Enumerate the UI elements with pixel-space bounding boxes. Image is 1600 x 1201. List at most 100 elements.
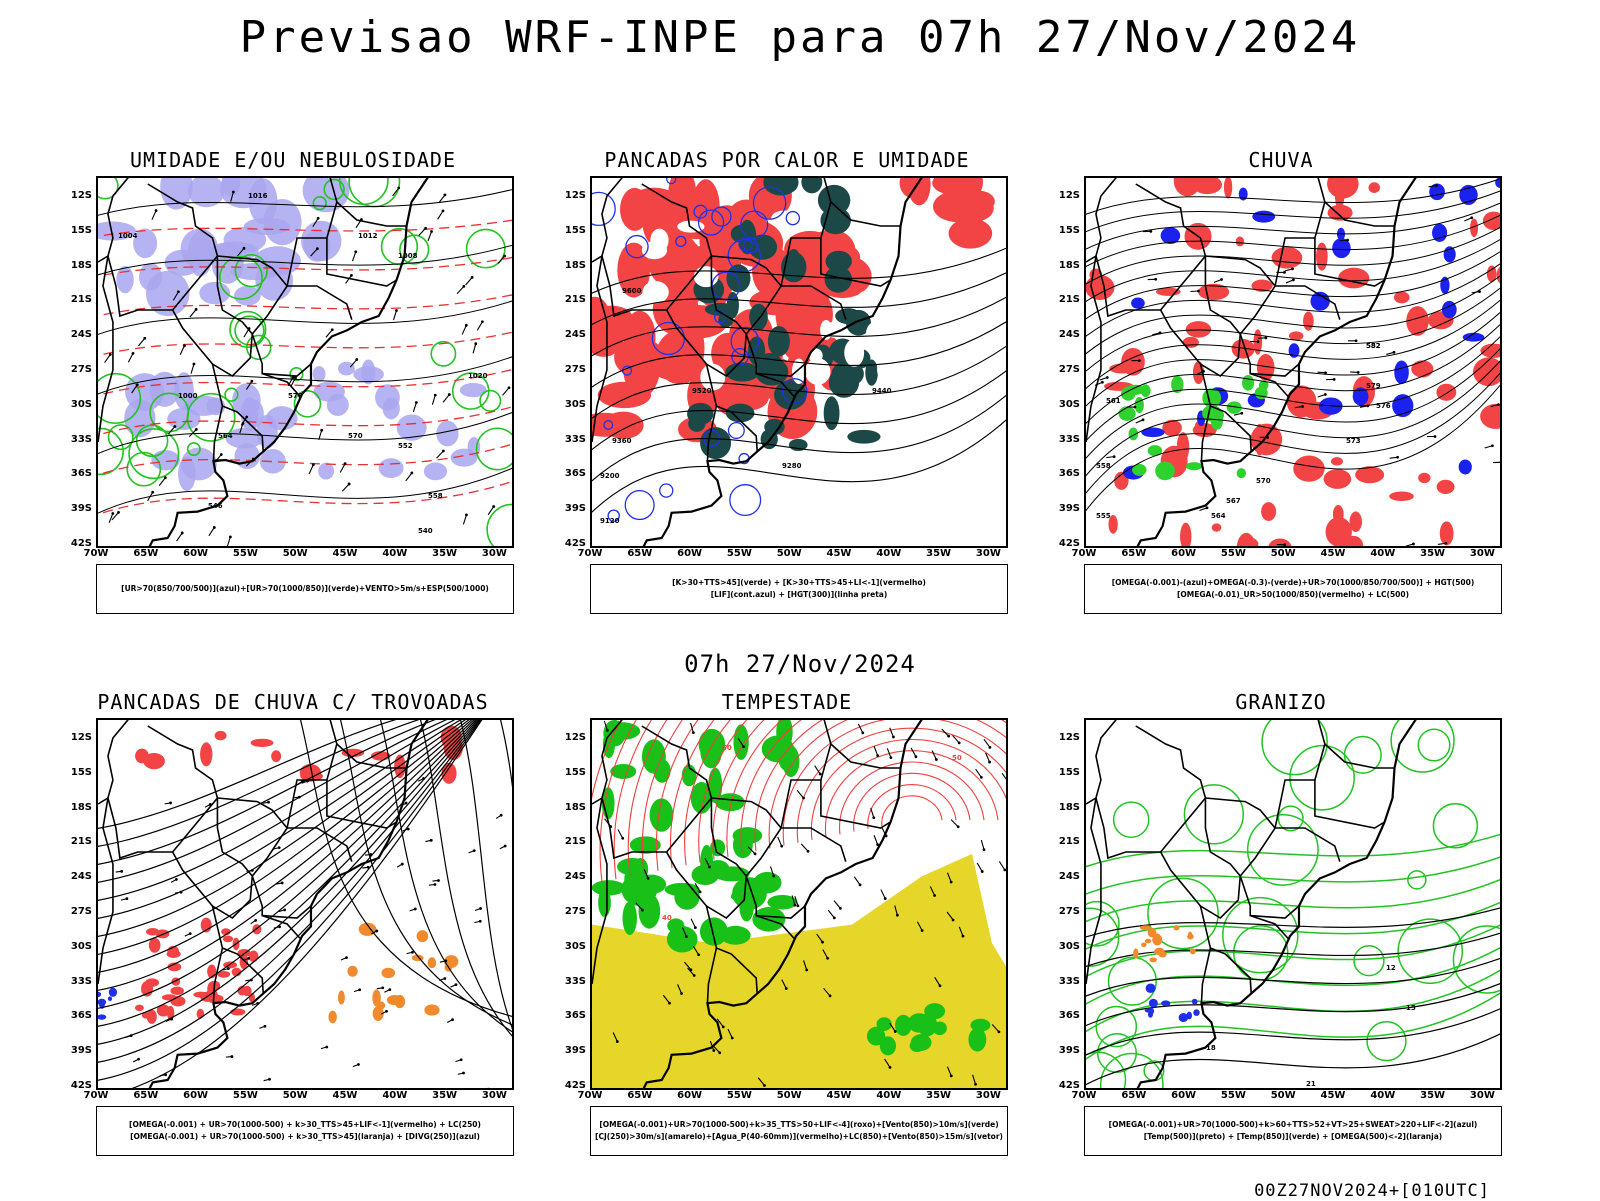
lon-tick-label: 35W bbox=[427, 548, 463, 559]
lat-tick-label: 18S bbox=[58, 260, 92, 271]
lon-tick-label: 45W bbox=[821, 1090, 857, 1101]
lon-tick-label: 65W bbox=[622, 1090, 658, 1101]
contour-label: 570 bbox=[348, 432, 363, 440]
panel-title: TEMPESTADE bbox=[552, 690, 1022, 714]
lat-tick-label: 12S bbox=[552, 190, 586, 201]
contour-label: 9200 bbox=[600, 472, 620, 480]
legend-line: [OMEGA(-0.001)-(azul)+OMEGA(-0.3)-(verde… bbox=[1112, 577, 1475, 589]
lon-tick-label: 55W bbox=[1215, 1090, 1251, 1101]
lat-tick-label: 21S bbox=[552, 836, 586, 847]
lon-tick-label: 40W bbox=[377, 1090, 413, 1101]
lat-tick-label: 15S bbox=[552, 767, 586, 778]
lon-tick-label: 60W bbox=[1166, 1090, 1202, 1101]
lon-tick-label: 50W bbox=[277, 548, 313, 559]
contour-label: 9600 bbox=[622, 287, 642, 295]
legend-line: [CJ(250)>30m/s](amarelo)+[Agua_P(40-60mm… bbox=[595, 1131, 1003, 1143]
lat-tick-label: 15S bbox=[58, 767, 92, 778]
lat-tick-label: 39S bbox=[552, 503, 586, 514]
lat-tick-label: 36S bbox=[58, 1010, 92, 1021]
lat-tick-label: 27S bbox=[552, 906, 586, 917]
lon-tick-label: 45W bbox=[327, 1090, 363, 1101]
lat-tick-label: 30S bbox=[1046, 399, 1080, 410]
contour-label: 573 bbox=[1346, 437, 1361, 445]
lon-tick-label: 45W bbox=[821, 548, 857, 559]
lat-tick-label: 21S bbox=[1046, 294, 1080, 305]
lon-tick-label: 30W bbox=[476, 1090, 512, 1101]
lat-tick-label: 24S bbox=[58, 329, 92, 340]
contour-label: 579 bbox=[1366, 382, 1381, 390]
lat-tick-label: 30S bbox=[552, 941, 586, 952]
lat-tick-label: 30S bbox=[58, 941, 92, 952]
contour-label: 21 bbox=[1306, 1080, 1316, 1088]
lon-tick-label: 60W bbox=[672, 548, 708, 559]
country-borders bbox=[98, 720, 447, 1090]
lon-tick-label: 55W bbox=[227, 1090, 263, 1101]
lat-tick-label: 33S bbox=[58, 434, 92, 445]
legend-box: [UR>70(850/700/500)](azul)+[UR>70(1000/8… bbox=[96, 564, 514, 614]
lat-tick-label: 18S bbox=[552, 802, 586, 813]
lon-tick-label: 60W bbox=[178, 1090, 214, 1101]
legend-line: [OMEGA(-0.001) + UR>70(1000-500) + k>30_… bbox=[129, 1119, 481, 1131]
lon-tick-label: 30W bbox=[1464, 1090, 1500, 1101]
panel-title: CHUVA bbox=[1046, 148, 1516, 172]
lon-tick-label: 65W bbox=[1116, 1090, 1152, 1101]
lat-tick-label: 33S bbox=[1046, 434, 1080, 445]
lat-tick-label: 27S bbox=[552, 364, 586, 375]
legend-box: [OMEGA(-0.001)+UR>70(1000-500)+k>60+TTS>… bbox=[1084, 1106, 1502, 1156]
valid-time-subtitle: 07h 27/Nov/2024 bbox=[0, 650, 1600, 678]
omega-green bbox=[1118, 375, 1268, 480]
contour-label: 1000 bbox=[178, 392, 198, 400]
lat-tick-label: 36S bbox=[1046, 1010, 1080, 1021]
contour-label: 1004 bbox=[118, 232, 138, 240]
legend-line: [UR>70(850/700/500)](azul)+[UR>70(1000/8… bbox=[121, 583, 489, 595]
lon-tick-label: 40W bbox=[1365, 1090, 1401, 1101]
contour-label: 9440 bbox=[872, 387, 892, 395]
panel-title: GRANIZO bbox=[1046, 690, 1516, 714]
panel-title: UMIDADE E/OU NEBULOSIDADE bbox=[58, 148, 528, 172]
contour-label: 552 bbox=[398, 442, 413, 450]
lat-tick-label: 24S bbox=[1046, 329, 1080, 340]
lon-tick-label: 65W bbox=[128, 548, 164, 559]
lat-tick-label: 18S bbox=[552, 260, 586, 271]
map-frame bbox=[96, 718, 514, 1090]
legend-line: [K>30+TTS>45](verde) + [K>30+TTS>45+LI<-… bbox=[672, 577, 926, 589]
lat-tick-label: 24S bbox=[58, 871, 92, 882]
contour-label: 558 bbox=[1096, 462, 1111, 470]
contour-label: 564 bbox=[218, 432, 233, 440]
contour-label: 1016 bbox=[248, 192, 268, 200]
lon-tick-label: 50W bbox=[1265, 548, 1301, 559]
lat-tick-label: 36S bbox=[552, 468, 586, 479]
lat-tick-label: 15S bbox=[552, 225, 586, 236]
wind850-green bbox=[592, 720, 799, 952]
panel-title: PANCADAS DE CHUVA C/ TROVOADAS bbox=[58, 690, 528, 714]
contour-label: 15 bbox=[1406, 1004, 1416, 1012]
contour-label: 9520 bbox=[692, 387, 712, 395]
lon-tick-label: 65W bbox=[622, 548, 658, 559]
legend-line: [LIF](cont.azul) + [HGT(300)](linha pret… bbox=[711, 589, 888, 601]
lat-tick-label: 27S bbox=[1046, 364, 1080, 375]
lon-tick-label: 45W bbox=[327, 548, 363, 559]
lat-tick-label: 30S bbox=[58, 399, 92, 410]
lon-tick-label: 35W bbox=[921, 548, 957, 559]
lat-tick-label: 12S bbox=[552, 732, 586, 743]
lon-tick-label: 65W bbox=[1116, 548, 1152, 559]
storm-orange bbox=[328, 923, 458, 1024]
lon-tick-label: 50W bbox=[1265, 1090, 1301, 1101]
lat-tick-label: 27S bbox=[58, 364, 92, 375]
contour-label: 567 bbox=[1226, 497, 1241, 505]
lat-tick-label: 33S bbox=[1046, 976, 1080, 987]
lon-tick-label: 55W bbox=[721, 1090, 757, 1101]
lon-tick-label: 50W bbox=[277, 1090, 313, 1101]
map-plot: 1016101210081004100010205765705645585525… bbox=[98, 178, 514, 548]
lat-tick-label: 18S bbox=[1046, 260, 1080, 271]
lon-tick-label: 30W bbox=[476, 548, 512, 559]
